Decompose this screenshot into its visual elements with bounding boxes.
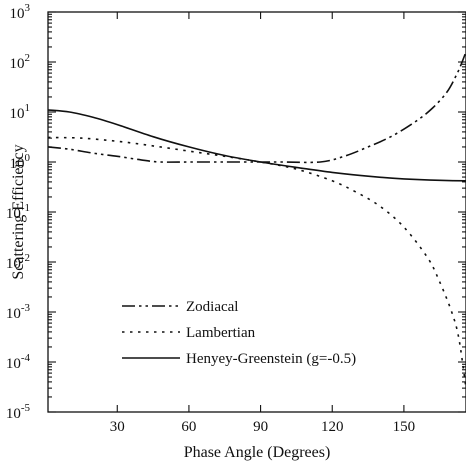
y-tick-label: 10-4	[6, 352, 31, 372]
legend-label-0: Zodiacal	[186, 299, 238, 315]
y-tick-label: 103	[10, 2, 31, 22]
series-line-0	[48, 51, 466, 164]
y-tick-label: 102	[10, 52, 31, 72]
series-line-1	[48, 136, 466, 389]
legend: Zodiacal Lambertian Henyey-Greenstein (g=-…	[122, 299, 356, 367]
series-line-2	[48, 109, 466, 182]
y-tick-label: 101	[10, 102, 31, 122]
legend-label-1: Lambertian	[186, 325, 256, 341]
x-tick-label: 30	[110, 419, 125, 435]
y-tick-label: 10-5	[6, 402, 31, 422]
legend-label-2: Henyey-Greenstein (g=-0.5)	[186, 351, 356, 367]
y-tick-label: 10-3	[6, 302, 31, 322]
x-tick-label: 60	[181, 419, 196, 435]
x-tick-label: 120	[321, 419, 344, 435]
x-tick-label: 90	[253, 419, 268, 435]
y-axis-title: Scattering Efficiency	[10, 144, 27, 279]
series-layer	[48, 51, 466, 389]
x-axis-ticks: 30 60 90 120 150	[110, 12, 415, 435]
x-axis-title: Phase Angle (Degrees)	[184, 444, 331, 461]
x-tick-label: 150	[393, 419, 416, 435]
